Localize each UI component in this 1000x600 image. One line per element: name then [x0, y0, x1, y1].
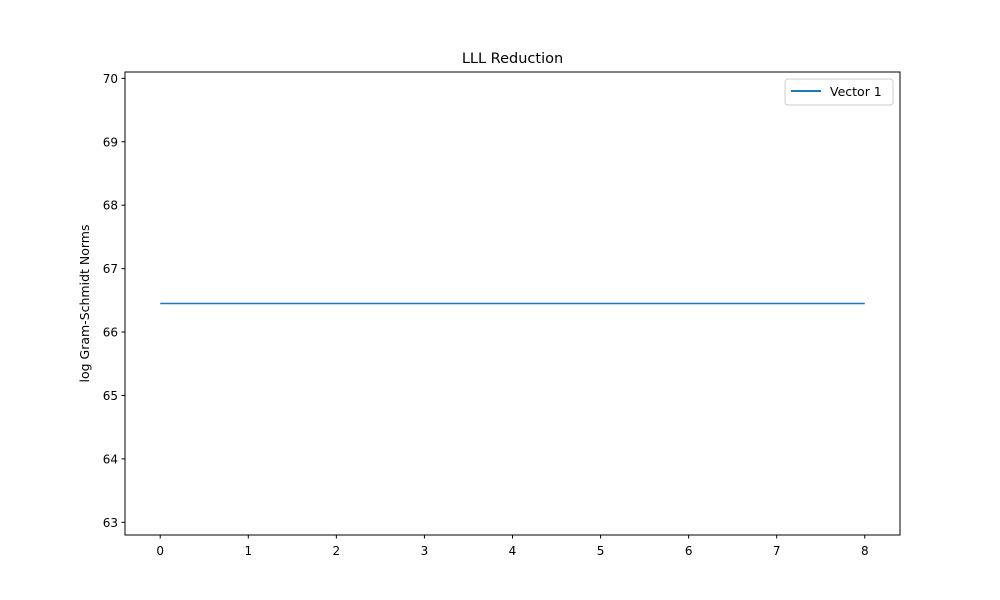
legend-box — [784, 78, 894, 106]
x-tick-label: 5 — [597, 544, 605, 558]
y-tick-label: 70 — [103, 72, 118, 86]
x-axis-ticks: 0 1 2 3 4 5 6 7 8 — [156, 535, 869, 558]
x-tick-label: 3 — [421, 544, 429, 558]
x-tick-label: 8 — [861, 544, 869, 558]
y-tick-label: 69 — [103, 135, 118, 149]
x-tick-label: 6 — [685, 544, 693, 558]
y-tick-label: 66 — [103, 326, 118, 340]
legend-label-vector-1: Vector 1 — [830, 84, 882, 99]
y-tick-label: 65 — [103, 389, 118, 403]
y-tick-label: 68 — [103, 199, 118, 213]
x-tick-label: 7 — [773, 544, 781, 558]
x-tick-label: 0 — [156, 544, 164, 558]
y-axis-label: log Gram-Schmidt Norms — [77, 225, 92, 383]
y-tick-label: 64 — [103, 452, 118, 466]
x-tick-label: 4 — [509, 544, 517, 558]
y-tick-label: 63 — [103, 516, 118, 530]
x-tick-label: 1 — [244, 544, 252, 558]
y-axis-ticks: 63 64 65 66 67 68 69 70 — [103, 72, 125, 530]
y-tick-label: 67 — [103, 262, 118, 276]
x-tick-label: 2 — [333, 544, 341, 558]
chart-title: LLL Reduction — [462, 51, 563, 67]
plot-area-frame — [124, 71, 901, 536]
legend: Vector 1 — [784, 78, 894, 106]
